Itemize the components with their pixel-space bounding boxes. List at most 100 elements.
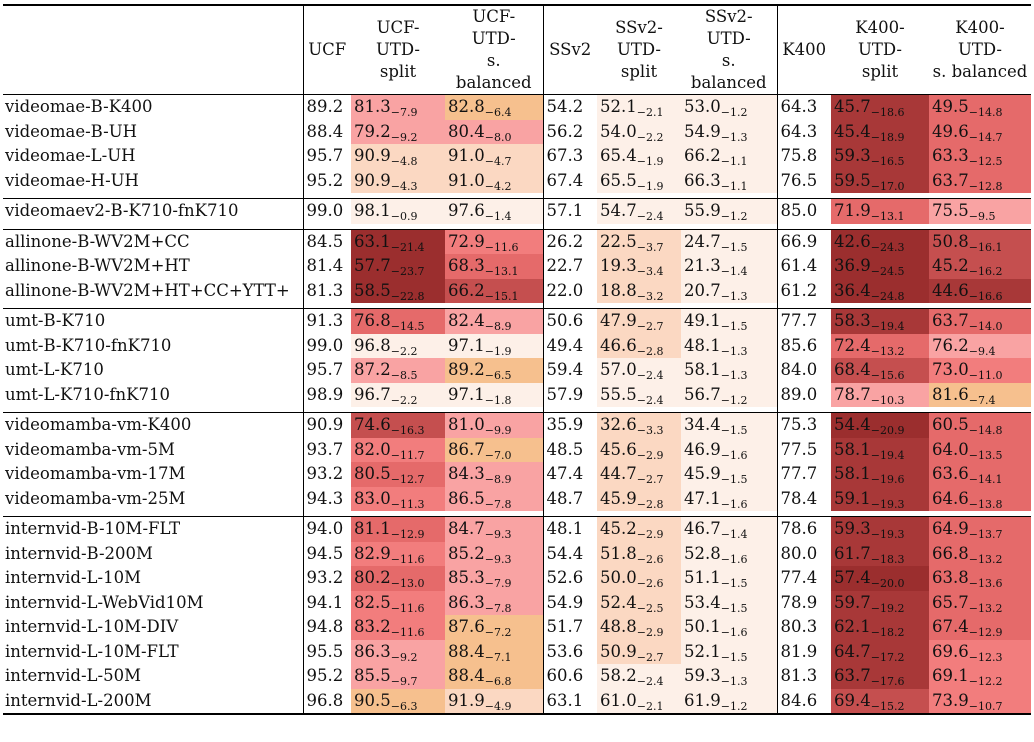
cell-delta: −1.9: [484, 344, 512, 358]
ucf-split-cell: 58.5−22.8: [351, 278, 445, 303]
cell-value: 91.9: [448, 690, 485, 710]
cell-value: 97.1: [448, 335, 485, 355]
k400-cell: 76.5: [776, 168, 831, 193]
k400-split-cell: 72.4−13.2: [831, 333, 929, 358]
ucf-balanced-cell: 85.3−7.9: [445, 566, 543, 591]
cell-value: 65.4: [600, 146, 637, 165]
table-row: internvid-B-200M 94.5 82.9−11.6 85.2−9.3 54.…: [3, 541, 1031, 566]
model-name: internvid-L-50M: [5, 666, 141, 685]
k400-balanced-cell: 49.5−14.8: [929, 94, 1031, 120]
ucf-split-cell: 63.1−21.4: [351, 228, 445, 254]
cell-delta: −3.4: [636, 265, 664, 278]
cell-value: 64.6: [932, 488, 969, 508]
model-name: videomamba-vm-5M: [5, 439, 175, 459]
ssv2-cell: 54.9: [542, 590, 597, 615]
k400-cell: 77.5: [776, 437, 831, 462]
group-gap: [3, 193, 1031, 199]
cell-value: 78.7: [834, 384, 871, 404]
cell-delta: −11.3: [390, 497, 425, 511]
ssv2-cell: 26.2: [542, 228, 597, 254]
cell-value: 96.8: [354, 335, 391, 355]
k400-split-cell: 45.7−18.6: [831, 94, 929, 120]
cell-value: 44.6: [932, 280, 969, 300]
ssv2-cell: 59.4: [542, 358, 597, 383]
cell-value: 24.7: [684, 231, 721, 251]
cell-value: 65.5: [600, 170, 637, 190]
cell-delta: −1.4: [720, 528, 748, 541]
cell-delta: −19.4: [870, 448, 905, 462]
ssv2-balanced-cell: 46.9−1.6: [681, 437, 777, 462]
cell-delta: −7.2: [484, 626, 512, 639]
ucf-cell: 88.4: [302, 119, 351, 144]
ssv2-cell: 53.6: [542, 639, 597, 664]
k400-cell: 77.4: [776, 566, 831, 591]
cell-delta: −1.9: [636, 179, 664, 193]
ucf-balanced-cell: 91.9−4.9: [445, 688, 543, 715]
k400-balanced-cell: 75.5−9.5: [929, 198, 1031, 224]
cell-value: 90.5: [354, 690, 391, 710]
cell-value: 65.7: [932, 592, 969, 612]
group-gap: [3, 223, 1031, 229]
cell-delta: −14.1: [968, 473, 1003, 486]
cell-delta: −13.2: [870, 344, 905, 358]
k400-balanced-cell: 45.2−16.2: [929, 254, 1031, 279]
cell-delta: −9.3: [484, 552, 512, 566]
cell-value: 79.2: [354, 121, 391, 141]
k400-cell: 66.9: [776, 228, 831, 254]
cell-delta: −2.7: [636, 473, 664, 486]
cell-delta: −1.5: [720, 577, 748, 590]
k400-split-cell: 59.3−19.3: [831, 516, 929, 542]
k400-cell: 81.9: [776, 639, 831, 664]
cell-delta: −12.9: [968, 626, 1003, 639]
ucf-cell: 94.5: [302, 541, 351, 566]
cell-value: 21.3: [684, 256, 721, 275]
cell-delta: −9.2: [390, 130, 418, 144]
cell-value: 52.4: [600, 592, 637, 612]
cell-value: 81.3: [354, 97, 391, 116]
model-name: videomaev2-B-K710-fnK710: [3, 198, 303, 224]
model-name: videomae-B-K400: [3, 94, 303, 120]
ucf-split-cell: 85.5−9.7: [351, 664, 445, 689]
ucf-split-cell: 90.9−4.3: [351, 168, 445, 193]
cell-value: 51.1: [684, 568, 721, 587]
cell-value: 86.3: [448, 592, 485, 612]
cell-value: 59.3: [834, 146, 871, 165]
cell-delta: −9.2: [390, 650, 418, 664]
cell-delta: −4.9: [484, 699, 512, 713]
table-row: videomaev2-B-K710-fnK710 99.0 98.1−0.9 97.6…: [3, 198, 1031, 224]
cell-delta: −13.2: [968, 552, 1003, 566]
cell-value: 18.8: [600, 280, 637, 300]
cell-value: 68.4: [834, 360, 871, 379]
model-name: umt-L-K710: [5, 360, 104, 379]
cell-value: 63.3: [932, 146, 969, 165]
ssv2-balanced-cell: 20.7−1.3: [681, 278, 777, 303]
cell-delta: −2.8: [636, 344, 664, 358]
k400-balanced-cell: 63.7−12.8: [929, 168, 1031, 193]
cell-delta: −2.4: [636, 210, 664, 223]
ssv2-split-cell: 52.4−2.5: [597, 590, 681, 615]
ssv2-cell: 60.6: [542, 664, 597, 689]
cell-delta: −1.5: [720, 320, 748, 333]
cell-delta: −16.1: [968, 240, 1003, 254]
cell-value: 52.8: [684, 543, 721, 563]
cell-value: 61.7: [834, 543, 871, 563]
k400-cell: 61.2: [776, 278, 831, 303]
cell-delta: −1.4: [720, 265, 748, 278]
k400-cell: 85.6: [776, 333, 831, 358]
cell-delta: −9.7: [390, 675, 418, 688]
cell-delta: −1.1: [720, 179, 748, 193]
k400-cell: 85.0: [776, 198, 831, 224]
ucf-balanced-cell: 89.2−6.5: [445, 358, 543, 383]
cell-delta: −13.7: [968, 528, 1003, 541]
cell-value: 56.7: [684, 384, 721, 404]
k400-cell: 77.7: [776, 308, 831, 334]
cell-value: 45.7: [834, 97, 871, 116]
ssv2-split-cell: 44.7−2.7: [597, 462, 681, 487]
ssv2-balanced-cell: 53.0−1.2: [681, 94, 777, 120]
cell-delta: −13.5: [968, 448, 1003, 462]
ssv2-split-cell: 46.6−2.8: [597, 333, 681, 358]
cell-value: 72.9: [448, 231, 485, 251]
header-k400: K400: [776, 4, 831, 95]
ssv2-balanced-cell: 59.3−1.3: [681, 664, 777, 689]
ucf-balanced-cell: 88.4−7.1: [445, 639, 543, 664]
